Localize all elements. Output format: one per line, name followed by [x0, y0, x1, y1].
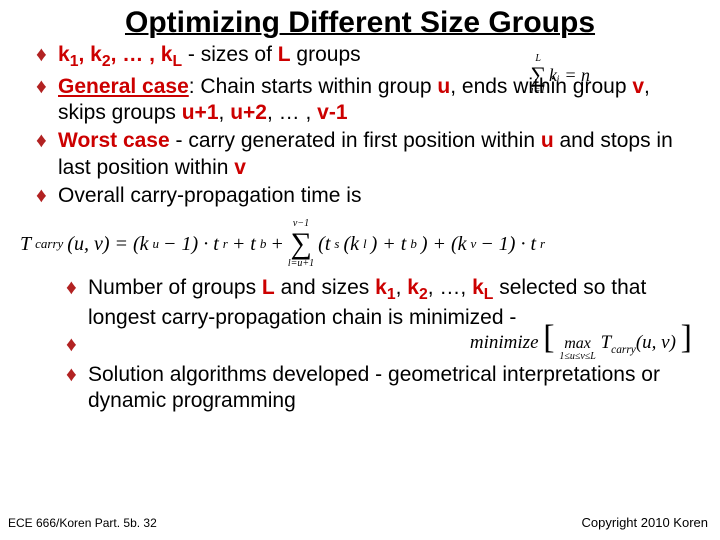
footer-left: ECE 666/Koren Part. 5b. 32 — [8, 516, 157, 530]
bullet-3: Worst case - carry generated in first po… — [58, 128, 682, 181]
bullet-2: General case: Chain starts within group … — [58, 74, 682, 127]
content-block-1: k1, k2, … , kL - sizes of L groups Gener… — [0, 42, 720, 209]
bullet-minimize — [88, 332, 692, 356]
footer-right: Copyright 2010 Koren — [582, 515, 708, 530]
slide-title: Optimizing Different Size Groups — [0, 0, 720, 42]
bullet-5: Number of groups L and sizes k1, k2, …, … — [88, 275, 692, 330]
bullet-4: Overall carry-propagation time is — [58, 183, 682, 209]
bullet-1: k1, k2, … , kL - sizes of L groups — [58, 42, 682, 72]
content-block-2: Number of groups L and sizes k1, k2, …, … — [0, 275, 720, 356]
bullet-6: Solution algorithms developed - geometri… — [88, 362, 692, 413]
content-block-3: Solution algorithms developed - geometri… — [0, 362, 720, 413]
slide: Optimizing Different Size Groups L ∑ i=1… — [0, 0, 720, 540]
main-formula: Tcarry(u, v) = (ku − 1) · tr + tb + v−1 … — [0, 219, 720, 269]
